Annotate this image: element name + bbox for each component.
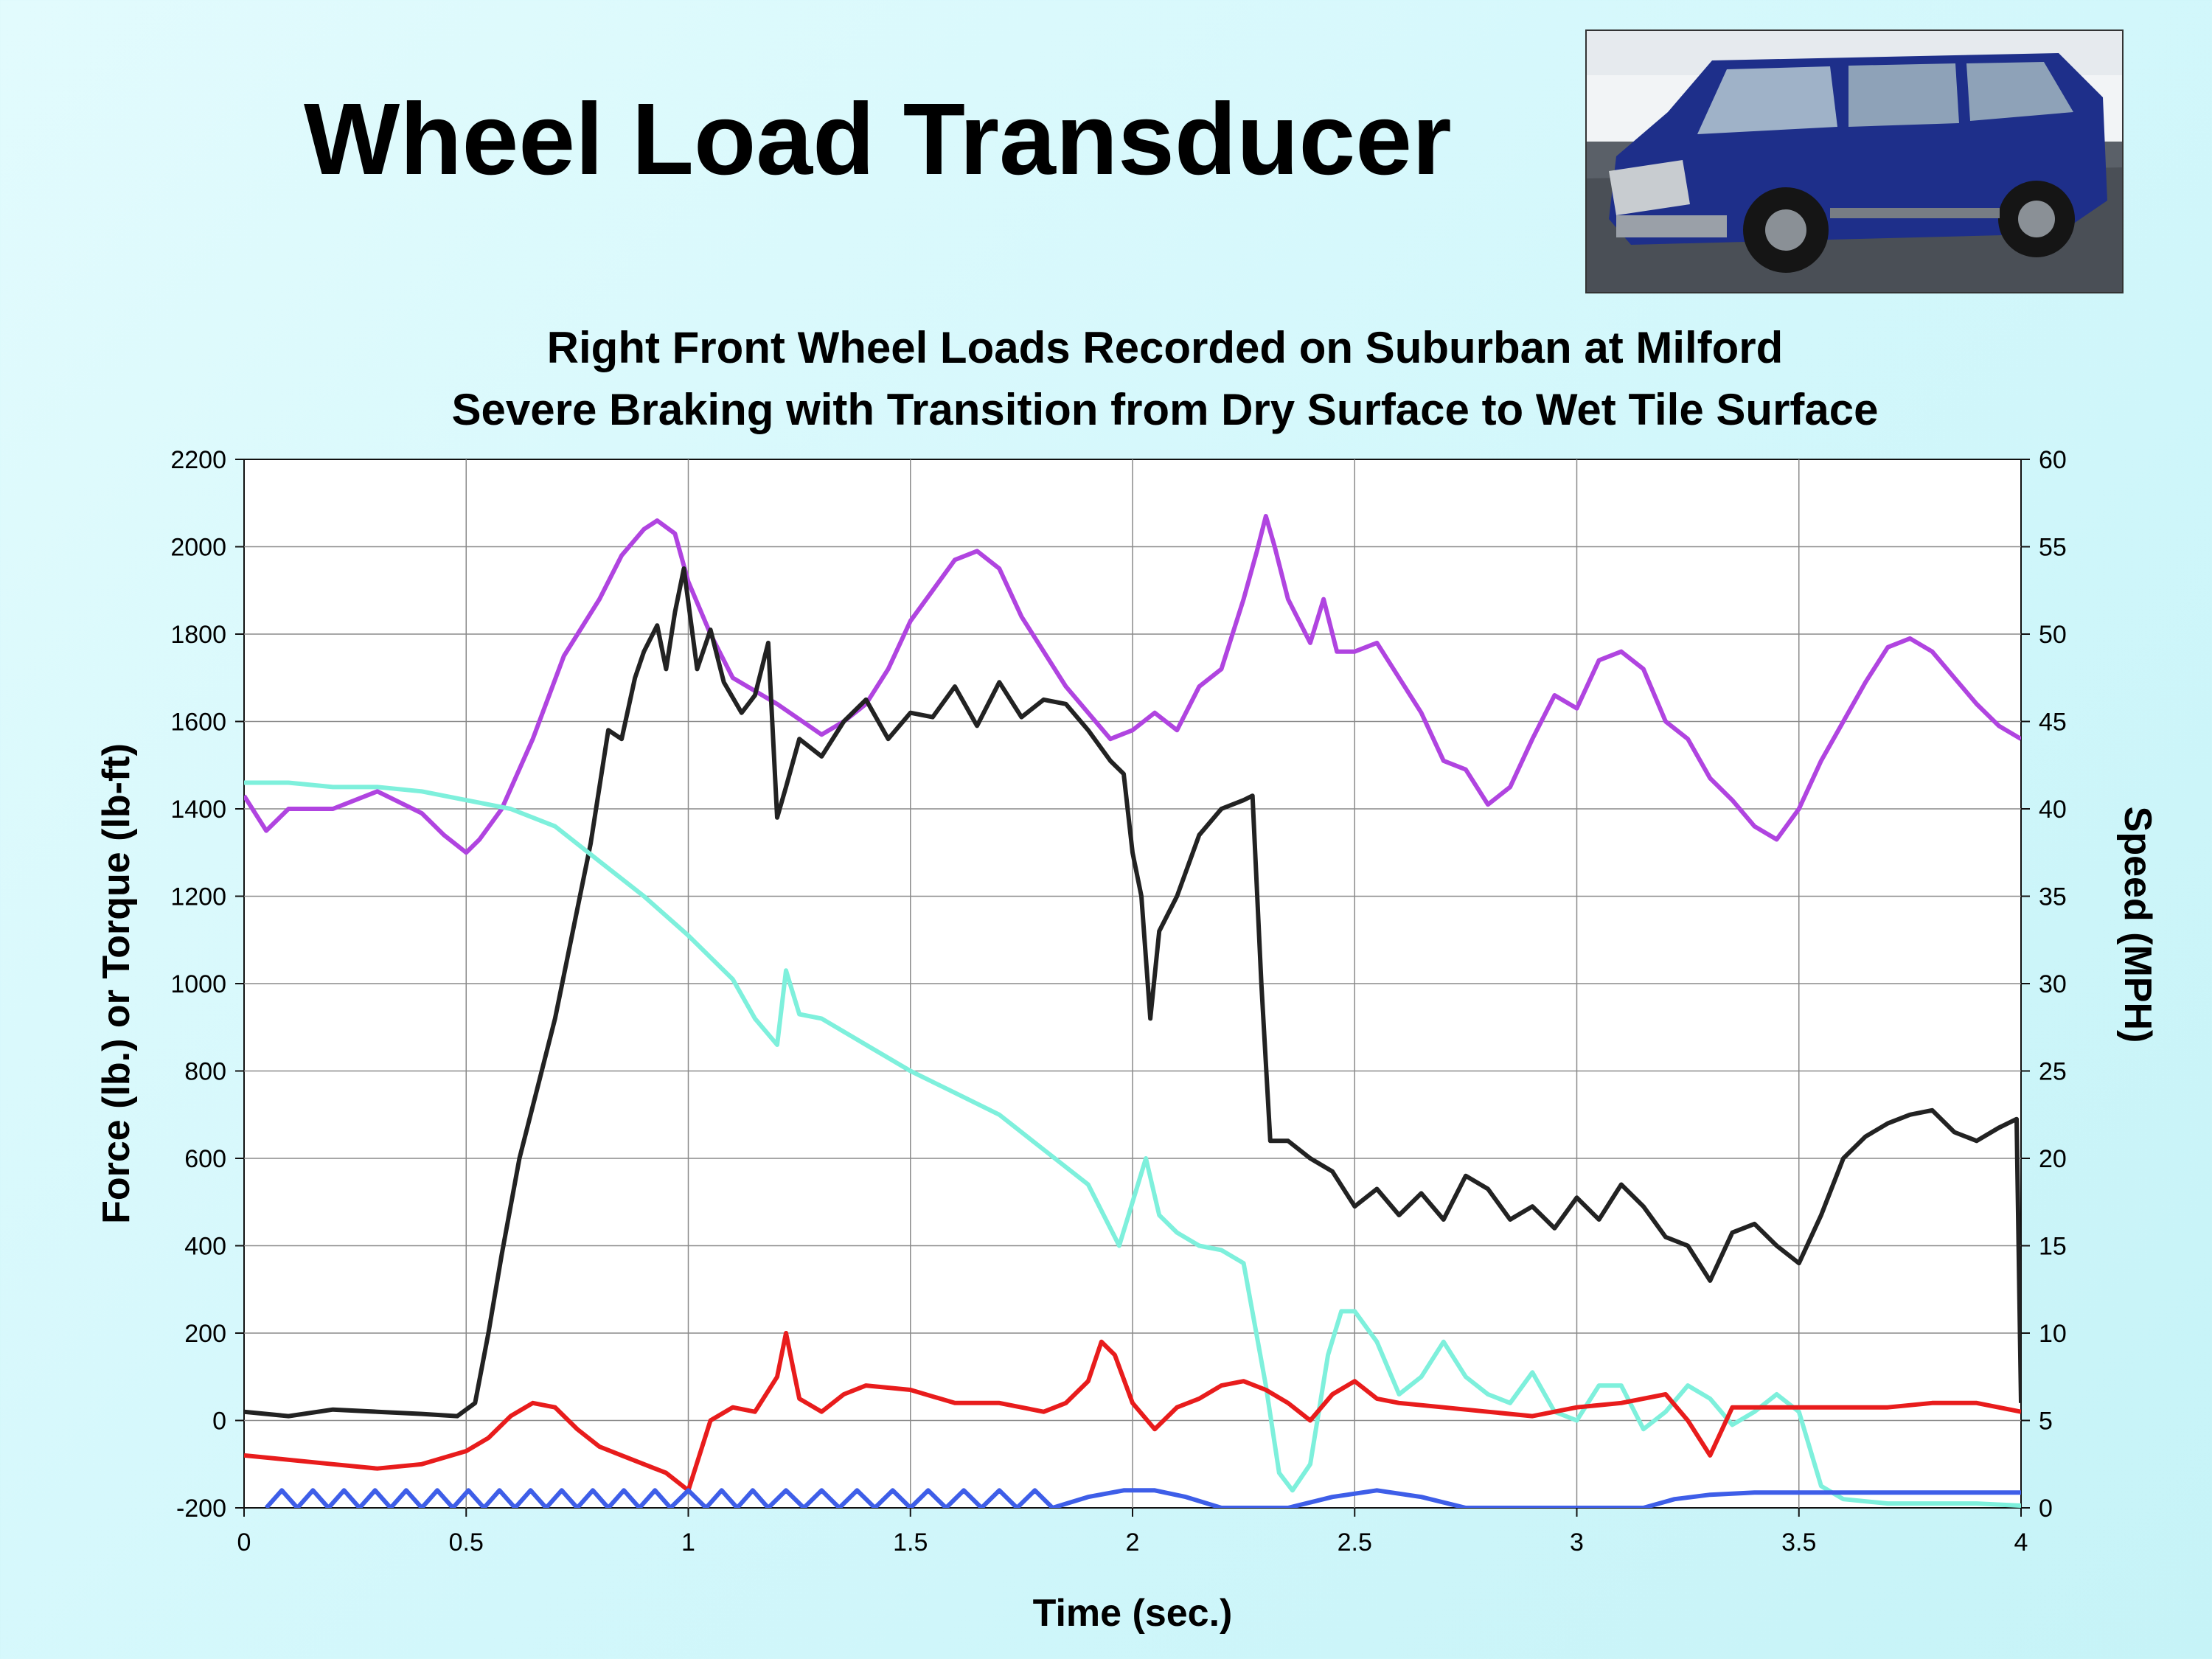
x-axis-label: Time (sec.)	[1033, 1592, 1233, 1635]
y-tick-label: 800	[184, 1058, 226, 1086]
y2-axis-label: Speed (MPH)	[2116, 807, 2159, 1043]
suv-photo	[1585, 29, 2124, 293]
y-tick-label: 2000	[170, 534, 226, 562]
series-line-1	[244, 566, 2021, 1419]
tick-labels: -200020040060080010001200140016001800200…	[170, 446, 2066, 1557]
x-tick-label: 3	[1570, 1528, 1584, 1557]
y2-tick-label: 55	[2039, 534, 2067, 562]
x-tick-label: 3.5	[1781, 1528, 1816, 1557]
x-tick-label: 1.5	[893, 1528, 928, 1557]
y-tick-label: 200	[184, 1320, 226, 1348]
x-tick-label: 2.5	[1338, 1528, 1372, 1557]
suv-photo-illustration	[1587, 31, 2122, 292]
y-tick-label: 400	[184, 1233, 226, 1261]
y2-tick-label: 45	[2039, 709, 2067, 737]
chart-title: Right Front Wheel Loads Recorded on Subu…	[546, 323, 1784, 372]
y2-tick-label: 60	[2039, 446, 2067, 474]
y-tick-label: 1800	[170, 621, 226, 649]
series-line-0	[244, 514, 2021, 855]
y-tick-label: 2200	[170, 446, 226, 474]
x-tick-label: 1	[681, 1528, 695, 1557]
y2-tick-label: 0	[2039, 1495, 2053, 1523]
gridlines	[235, 459, 2030, 1517]
y-tick-label: -200	[176, 1495, 226, 1523]
series-line-3	[244, 1331, 2021, 1493]
y2-tick-label: 15	[2039, 1233, 2067, 1261]
series-line-2	[244, 780, 2021, 1508]
chart-title-block: Right Front Wheel Loads Recorded on Subu…	[0, 317, 2212, 441]
series-line-4	[264, 1488, 2021, 1508]
x-tick-label: 0.5	[449, 1528, 484, 1557]
chart-subtitle: Severe Braking with Transition from Dry …	[451, 385, 1879, 434]
y2-tick-label: 10	[2039, 1320, 2067, 1348]
y-tick-label: 600	[184, 1145, 226, 1173]
x-tick-label: 4	[2014, 1528, 2028, 1557]
y-tick-label: 1000	[170, 970, 226, 998]
y2-tick-label: 20	[2039, 1145, 2067, 1173]
y2-tick-label: 40	[2039, 796, 2067, 824]
y2-tick-label: 35	[2039, 883, 2067, 911]
y2-tick-label: 50	[2039, 621, 2067, 649]
slide-title: Wheel Load Transducer	[304, 83, 1452, 196]
y-axis-label: Force (lb.) or Torque (lb-ft)	[95, 743, 138, 1224]
y-tick-label: 1600	[170, 709, 226, 737]
y-tick-label: 0	[212, 1408, 226, 1436]
x-tick-label: 2	[1126, 1528, 1140, 1557]
y2-tick-label: 30	[2039, 970, 2067, 998]
y2-tick-label: 5	[2039, 1408, 2053, 1436]
y-tick-label: 1400	[170, 796, 226, 824]
series-group	[244, 514, 2021, 1508]
y-tick-label: 1200	[170, 883, 226, 911]
x-tick-label: 0	[237, 1528, 251, 1557]
y2-tick-label: 25	[2039, 1058, 2067, 1086]
